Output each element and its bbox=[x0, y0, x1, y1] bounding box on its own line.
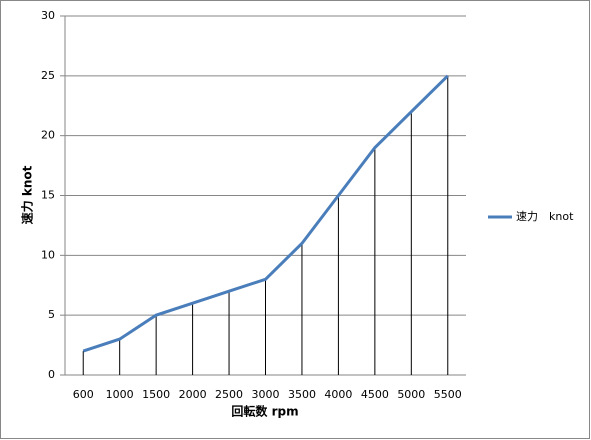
line-series bbox=[82, 74, 449, 353]
y-tick-label: 25 bbox=[41, 69, 55, 82]
x-tick-label: 1500 bbox=[142, 388, 170, 401]
y-tick-label: 5 bbox=[48, 308, 55, 321]
y-tick-label: 30 bbox=[41, 9, 55, 22]
y-tick-label: 0 bbox=[48, 368, 55, 381]
x-tick-label: 4500 bbox=[361, 388, 389, 401]
y-tick-label: 15 bbox=[41, 189, 55, 202]
x-tick-label: 600 bbox=[73, 388, 94, 401]
x-tick-label: 2500 bbox=[215, 388, 243, 401]
y-tick-label: 20 bbox=[41, 129, 55, 142]
x-tick-label: 5000 bbox=[397, 388, 425, 401]
y-axis-label: 速力 knot bbox=[20, 165, 35, 224]
x-tick-label: 2000 bbox=[179, 388, 207, 401]
x-tick-label: 3000 bbox=[252, 388, 280, 401]
x-tick-label: 1000 bbox=[106, 388, 134, 401]
legend-label: 速力 knot bbox=[516, 210, 574, 223]
x-tick-label: 5500 bbox=[434, 388, 462, 401]
y-tick-label: 10 bbox=[41, 248, 55, 261]
x-tick-label: 4000 bbox=[324, 388, 352, 401]
x-tick-label: 3500 bbox=[288, 388, 316, 401]
x-axis-label: 回転数 rpm bbox=[231, 404, 298, 419]
